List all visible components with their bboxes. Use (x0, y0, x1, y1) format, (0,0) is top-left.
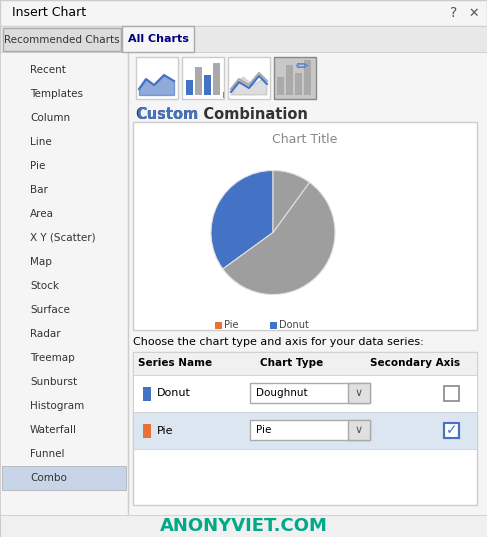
Bar (3, 28, 121, 51)
Text: Stock: Stock (30, 281, 59, 291)
Bar (348, 420, 370, 440)
Text: ANONYVIET.COM: ANONYVIET.COM (160, 517, 327, 535)
Bar (286, 65, 293, 95)
Text: Chart Title: Chart Title (272, 133, 337, 146)
Text: Custom: Custom (136, 107, 198, 122)
Bar (215, 322, 222, 329)
Text: Donut: Donut (157, 388, 191, 398)
Text: Donut: Donut (279, 321, 309, 330)
Text: Choose the chart type and axis for your data series:: Choose the chart type and axis for your … (133, 337, 424, 347)
Text: Surface: Surface (30, 305, 70, 315)
Bar (304, 60, 311, 95)
Wedge shape (211, 171, 273, 269)
Bar (133, 122, 477, 330)
Text: Pie: Pie (157, 425, 173, 436)
Bar (122, 26, 194, 52)
Text: Pie: Pie (256, 425, 271, 435)
Text: Waterfall: Waterfall (30, 425, 77, 435)
Bar (133, 352, 477, 375)
Bar (295, 73, 302, 95)
Polygon shape (231, 77, 267, 95)
Text: Funnel: Funnel (30, 449, 64, 459)
Bar (195, 67, 202, 95)
Text: Recent: Recent (30, 65, 66, 75)
Text: ?: ? (450, 6, 457, 20)
Bar (0, 0, 487, 26)
Bar (444, 386, 459, 401)
Text: Bar: Bar (30, 185, 48, 195)
Bar (270, 322, 277, 329)
Bar (444, 423, 459, 438)
Wedge shape (273, 171, 309, 233)
Bar (0, 515, 487, 537)
Bar (143, 387, 151, 401)
Bar (0, 26, 487, 52)
Bar (133, 352, 477, 505)
Bar (2, 466, 126, 490)
Text: Area: Area (30, 209, 54, 219)
Text: ∨: ∨ (355, 388, 363, 398)
Bar (228, 57, 270, 99)
Text: Secondary Axis: Secondary Axis (370, 359, 460, 368)
Text: Pie: Pie (224, 321, 239, 330)
Text: Radar: Radar (30, 329, 60, 339)
Bar (204, 75, 211, 95)
Text: Chart Type: Chart Type (260, 359, 323, 368)
Text: Recommended Charts: Recommended Charts (4, 35, 120, 45)
Bar (348, 383, 370, 403)
Text: Histogram: Histogram (30, 401, 84, 411)
Bar (213, 63, 220, 95)
Text: Column: Column (30, 113, 70, 123)
Text: Combo: Combo (30, 473, 67, 483)
Text: Series Name: Series Name (138, 359, 212, 368)
Text: Insert Chart: Insert Chart (12, 6, 86, 19)
Bar (136, 57, 178, 99)
Bar (250, 420, 370, 440)
Text: Custom Combination: Custom Combination (136, 107, 308, 122)
Bar (444, 423, 459, 438)
Bar (250, 383, 370, 403)
Bar (133, 412, 477, 449)
Wedge shape (223, 183, 335, 294)
Text: Treemap: Treemap (30, 353, 75, 363)
Text: All Charts: All Charts (128, 34, 188, 44)
Text: ✏: ✏ (296, 60, 308, 75)
Text: Pie: Pie (30, 161, 45, 171)
Text: Map: Map (30, 257, 52, 267)
Text: X Y (Scatter): X Y (Scatter) (30, 233, 95, 243)
Text: Line: Line (30, 137, 52, 147)
Text: Doughnut: Doughnut (256, 388, 308, 398)
Bar (133, 375, 477, 412)
Text: ✓: ✓ (446, 424, 457, 438)
Bar (0, 52, 487, 515)
Text: Sunburst: Sunburst (30, 377, 77, 387)
Bar (186, 80, 193, 95)
Bar (182, 57, 224, 99)
Bar (277, 77, 284, 95)
Bar (274, 57, 316, 99)
Bar (143, 424, 151, 438)
Text: Templates: Templates (30, 89, 83, 99)
Text: ∨: ∨ (355, 425, 363, 435)
Bar (0, 52, 128, 515)
Text: ✕: ✕ (468, 6, 479, 19)
